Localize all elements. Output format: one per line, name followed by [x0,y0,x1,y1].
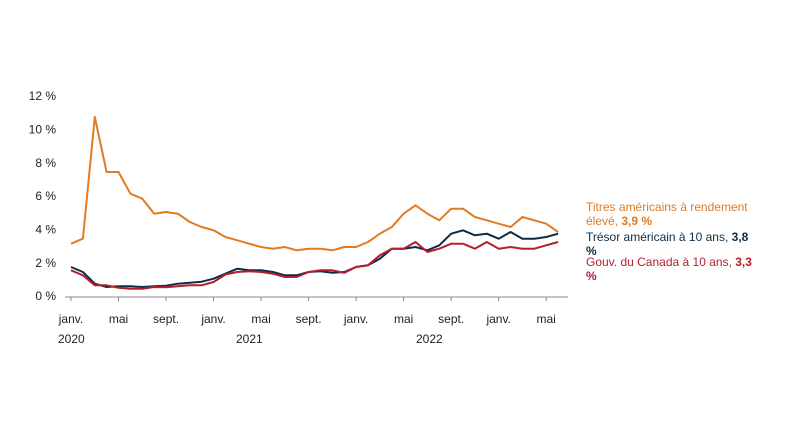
legend-label: Trésor américain à 10 ans, [586,230,729,244]
year-label: 2021 [236,332,263,346]
x-tick-label: janv. [485,312,510,326]
x-tick-label: janv. [58,312,83,326]
legend-value: 3,8 % [586,230,749,258]
legend-value: 3,3 % [586,255,752,283]
y-tick-label: 6 % [35,189,56,203]
x-tick-label: mai [394,312,413,326]
y-tick-label: 8 % [35,156,56,170]
legend-label: Titres américains à rendement élevé, [586,200,748,228]
series-line [70,241,559,290]
legend-entry: Titres américains à rendement élevé, 3,9… [586,200,761,228]
series-line [70,116,559,252]
x-tick-label: janv. [200,312,225,326]
x-tick-label: sept. [153,312,179,326]
x-tick-label: mai [109,312,128,326]
y-tick-label: 0 % [35,289,56,303]
legend-value: 3,9 % [621,214,653,228]
legend-label: Gouv. du Canada à 10 ans, [586,255,732,269]
x-tick-label: sept. [296,312,322,326]
x-tick-label: janv. [343,312,368,326]
x-tick-label: mai [251,312,270,326]
legend-entry: Trésor américain à 10 ans, 3,8 % [586,230,761,258]
x-tick-label: mai [537,312,556,326]
y-tick-label: 4 % [35,223,56,237]
year-label: 2020 [58,332,85,346]
y-tick-label: 12 % [29,89,57,103]
x-tick-label: sept. [438,312,464,326]
series-line [70,229,559,288]
legend-entry: Gouv. du Canada à 10 ans, 3,3 % [586,255,761,283]
year-label: 2022 [416,332,443,346]
y-tick-label: 2 % [35,256,56,270]
y-tick-label: 10 % [29,123,57,137]
